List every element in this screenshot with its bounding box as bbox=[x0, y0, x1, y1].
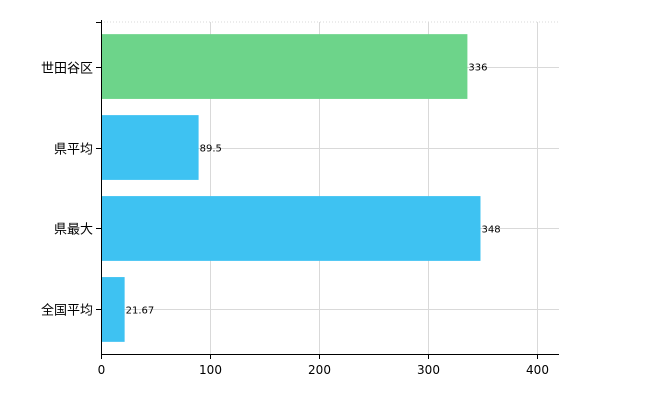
labels: 336 89.5 348 21.67 0 100 200 300 400 世田谷区県平均県最大全国… bbox=[41, 62, 549, 378]
category-label-3: 全国平均 bbox=[41, 303, 93, 319]
category-label-0: 世田谷区 bbox=[41, 62, 93, 77]
data-label-1: 89.5 bbox=[200, 144, 222, 155]
x-tick-label-4: 400 bbox=[526, 363, 549, 377]
data-label-3: 21.67 bbox=[126, 305, 155, 316]
category-label-1: 県平均 bbox=[54, 143, 93, 158]
category-label-2: 県最大 bbox=[54, 223, 93, 238]
data-label-2: 348 bbox=[481, 224, 500, 235]
bars bbox=[101, 34, 481, 342]
axes bbox=[96, 20, 559, 359]
bar-1 bbox=[101, 115, 199, 180]
x-tick-label-0: 0 bbox=[98, 363, 106, 377]
bar-3 bbox=[101, 277, 125, 342]
bar-0 bbox=[101, 34, 468, 99]
bar-2 bbox=[101, 196, 481, 261]
x-tick-label-3: 300 bbox=[417, 363, 440, 377]
x-tick-label-2: 200 bbox=[308, 363, 331, 377]
data-label-0: 336 bbox=[468, 63, 487, 74]
x-tick-label-1: 100 bbox=[199, 363, 222, 377]
